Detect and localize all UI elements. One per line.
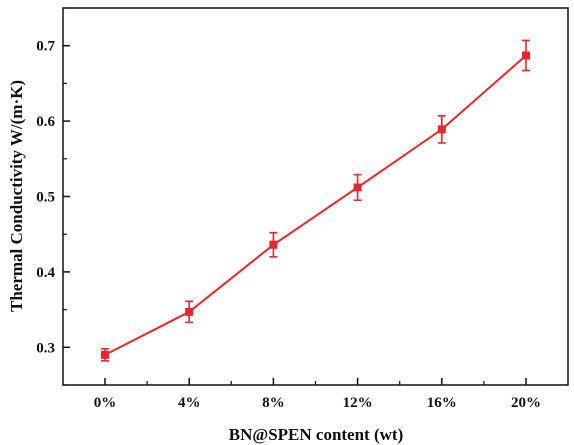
data-point	[522, 51, 530, 60]
data-point	[353, 183, 362, 192]
plot-frame	[62, 7, 569, 386]
y-tick-label: 0.3	[36, 340, 55, 356]
series-line	[104, 54, 527, 356]
x-tick-label: 8%	[262, 395, 285, 411]
x-axis-title: BN@SPEN content (wt)	[229, 425, 403, 444]
axis-ticks: 0.3 0.4 0.5 0.6 0.7 0% 4% 8% 12% 16% 20%	[36, 7, 541, 411]
y-tick-label: 0.4	[36, 265, 55, 281]
x-tick-label: 12%	[343, 395, 373, 411]
y-tick-label: 0.7	[36, 39, 55, 55]
x-tick-label: 4%	[178, 395, 201, 411]
data-point	[269, 240, 278, 249]
data-point	[101, 350, 109, 359]
data-point	[185, 307, 194, 316]
y-tick-label: 0.5	[36, 190, 55, 206]
y-tick-label: 0.6	[36, 114, 55, 130]
x-tick-label: 16%	[427, 395, 457, 411]
data-point	[437, 125, 446, 134]
data-layer	[101, 39, 530, 362]
x-tick-label: 0%	[94, 395, 117, 411]
x-tick-label: 20%	[511, 395, 541, 411]
y-axis-title: Thermal Conductivity W/(m·K)	[7, 80, 26, 312]
